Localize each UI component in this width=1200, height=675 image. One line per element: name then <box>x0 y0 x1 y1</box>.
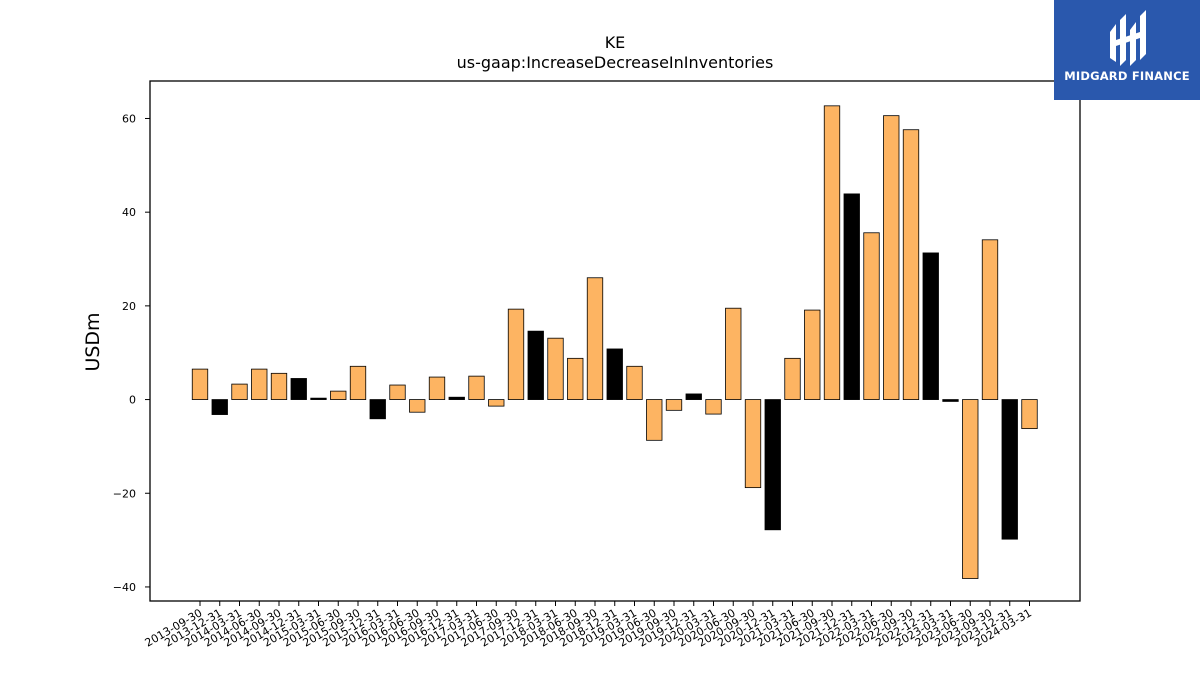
brand-logo: MIDGARD FINANCE <box>1054 0 1200 100</box>
bar-2018-06-30 <box>567 357 584 400</box>
bar-2022-12-31 <box>922 252 939 400</box>
bar-2018-03-31 <box>547 337 564 400</box>
bar-2018-12-31 <box>606 348 623 400</box>
bar-2021-09-30 <box>823 105 841 400</box>
bar-2021-12-31 <box>843 193 860 400</box>
y-tick-label: −20 <box>113 487 136 500</box>
bar-2019-09-30 <box>665 399 683 411</box>
bar-2015-09-30 <box>349 365 367 400</box>
bar-2015-03-31 <box>310 397 327 400</box>
bar-2017-09-30 <box>507 308 525 400</box>
bar-2014-09-30 <box>270 372 288 400</box>
y-tick-label: 60 <box>122 112 136 125</box>
y-tick-label: 20 <box>122 300 136 313</box>
chart-title: KE <box>605 33 626 52</box>
y-tick-label: 0 <box>129 394 136 407</box>
bar-2022-06-30 <box>883 115 900 400</box>
y-axis-label: USDm <box>82 312 104 371</box>
bar-2022-03-31 <box>863 232 880 400</box>
logo-text: MIDGARD FINANCE <box>1064 69 1190 83</box>
bars-group <box>191 105 1038 579</box>
bar-2024-03-31 <box>1021 399 1038 430</box>
bar-2015-06-30 <box>330 390 347 400</box>
x-axis-ticks: 2013-09-302013-12-312014-03-312014-06-30… <box>143 601 1034 650</box>
bar-2017-12-31 <box>527 330 544 400</box>
bar-2019-06-30 <box>646 399 663 441</box>
bar-2015-12-31 <box>369 399 386 420</box>
bar-2013-12-31 <box>211 399 228 415</box>
bar-2014-12-31 <box>290 378 307 400</box>
y-axis-ticks: −40 −20 0 20 40 60 <box>113 112 150 594</box>
bar-2018-09-30 <box>586 277 604 400</box>
bar-2021-06-30 <box>804 309 821 400</box>
bar-2020-09-30 <box>744 399 762 489</box>
bar-2017-03-31 <box>468 375 485 400</box>
bar-2020-06-30 <box>725 307 742 400</box>
bar-2023-06-30 <box>962 399 979 579</box>
bar-2020-03-31 <box>705 399 722 415</box>
bar-2016-09-30 <box>428 376 446 400</box>
bar-2016-06-30 <box>409 399 426 413</box>
bar-2016-12-31 <box>448 396 465 400</box>
bar-2013-09-30 <box>191 368 209 400</box>
bar-2023-03-31 <box>942 399 959 402</box>
bar-2021-03-31 <box>784 357 801 400</box>
chart-subtitle: us-gaap:IncreaseDecreaseInInventories <box>457 53 774 72</box>
y-tick-label: 40 <box>122 206 136 219</box>
bar-2019-12-31 <box>685 393 702 400</box>
bar-2016-03-31 <box>389 384 406 400</box>
plot-frame <box>149 80 1081 602</box>
bar-2020-12-31 <box>764 399 781 531</box>
bar-2014-06-30 <box>251 368 268 400</box>
bar-2023-09-30 <box>981 239 999 400</box>
bar-2014-03-31 <box>231 383 248 400</box>
y-tick-label: −40 <box>113 581 136 594</box>
logo-mark-icon <box>1110 10 1146 66</box>
bar-2022-09-30 <box>902 129 920 400</box>
bar-2017-06-30 <box>488 399 505 407</box>
bar-2023-12-31 <box>1001 399 1018 540</box>
bar-2019-03-31 <box>626 365 643 400</box>
